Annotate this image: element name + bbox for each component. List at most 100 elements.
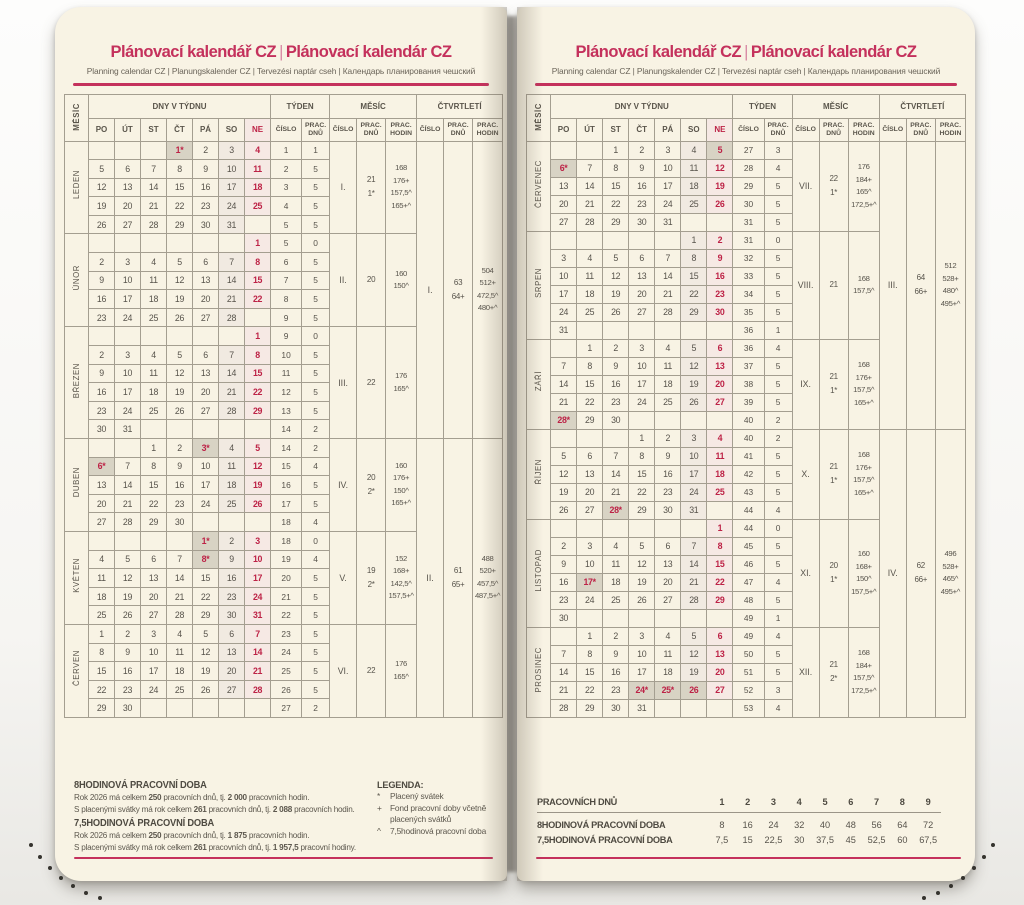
summary-value: 8 [719,819,725,830]
week-workdays-cell: 5 [301,493,331,514]
day-cell [166,326,193,347]
day-cell: 26 [88,214,115,235]
page-title-cz: Plánovací kalendář CZ [110,43,277,61]
month-number-cell: VII. [791,140,820,232]
day-cell: 7 [550,356,578,376]
day-cell: 23 [166,493,193,514]
calendar-week-row: 20 21 22 23 24 25 26 17 5 [65,493,503,514]
week-workdays-cell: 5 [301,214,331,235]
day-cell: 6 [576,446,604,466]
week-number-cell: 32 [732,248,765,268]
calendar-week-row: ČERVEN 1 2 3 4 5 6 7 23 5 VI. 22 176 165^ [64,623,503,718]
working-days-summary-table: PRACOVNÍCH DNŮ 1 2 3 4 5 6 7 8 9 8HODINOVÁ PRACOVN… [537,794,941,847]
column-header: ČÍSLO [416,117,445,142]
day-cell [576,320,604,340]
summary-value: 2 [745,796,751,807]
month-name-cell: DUBEN [64,438,89,532]
day-cell [140,530,167,551]
column-header: PRAC. DNŮ [818,117,849,142]
day-cell: 28 [576,212,604,232]
month-number-cell: VIII. [791,230,820,340]
day-cell: 28 [166,605,193,625]
bottom-divider [74,857,493,859]
day-cell: 7 [680,536,708,556]
day-cell: 25 [140,307,167,328]
day-cell: 25 [680,194,708,214]
day-cell: 2 [192,140,219,161]
day-cell: 9 [550,554,578,574]
day-cell: 8 [576,644,604,664]
calendar-week-row: 13 14 15 16 17 18 19 16 5 [65,475,503,495]
summary-row-label: 7,5HODINOVÁ PRACOVNÍ DOBA [537,834,673,845]
legend-symbol: + [377,802,382,813]
summary-value: 60 [897,834,908,845]
month-name-label: LEDEN [72,170,81,200]
day-cell: 14 [550,662,578,682]
week-workdays-cell: 5 [301,679,331,700]
week-number-cell: 12 [270,382,303,402]
day-cell: 24 [192,493,219,514]
day-cell: 16 [88,289,115,309]
weekdays-group-header: DNY V TÝDNU [550,93,734,119]
calendar-week-row: 16 17* 18 19 20 21 22 47 4 [527,572,966,592]
day-cell [680,608,708,628]
day-cell: 6 [218,623,245,644]
day-cell: 30 [706,302,734,322]
month-name-label: ŘÍJEN [534,458,544,485]
day-cell: 13 [654,554,682,574]
week-number-cell: 13 [270,400,303,421]
day-cell: 25 [218,493,245,514]
summary-value: 48 [845,819,856,830]
legend-item: + Fond pracovní doby včetně placených svá… [377,803,499,826]
day-cell: 23 [88,307,115,328]
month-name-cell: LEDEN [64,140,89,235]
month-hours-cell: 160 176+ 150^ 165+^ [385,438,418,532]
week-number-cell: 1 [270,140,303,161]
day-cell: 24 [243,586,272,607]
day-cell: 21 [550,680,578,700]
day-cell: 17 [550,284,578,304]
day-cell: 30 [192,214,219,235]
day-cell: 21 [654,284,682,304]
day-cell [114,233,141,254]
day-cell [654,230,682,250]
page-title: Plánovací kalendář CZ | Plánovací kalendár… [517,43,975,62]
summary-value: 37,5 [816,834,834,845]
day-cell [140,698,167,718]
calendar-week-row: 3 4 5 6 7 8 9 32 5 [527,248,966,268]
week-workdays-cell: 2 [301,698,331,718]
day-cell: 17 [243,568,272,588]
week-number-cell: 4 [270,196,303,216]
day-cell: 10 [628,356,656,376]
calendar-week-row: 23 24 25 26 27 28 29 13 5 [65,400,503,421]
week-number-cell: 24 [270,642,303,663]
legend-item: ^ 7,5hodinová pracovní doba [377,826,499,838]
month-hours-cell: 168 184+ 157,5^ 172,5+^ [847,626,880,718]
day-cell: 20 [654,572,682,592]
week-number-cell: 30 [732,194,765,214]
week-workdays-cell: 5 [301,345,331,365]
week-number-cell: 22 [270,605,303,625]
week-workdays-cell: 5 [763,176,793,196]
calendar-week-row: 30 31 14 2 [65,419,503,439]
calendar-week-row: 9 10 11 12 13 14 15 11 5 [65,363,503,384]
day-cell: 7 [114,456,141,477]
column-header: ČÍSLO [329,117,358,142]
work-time-text: pracovních dnů, tj. [161,792,228,802]
day-cell: 15 [243,270,272,291]
day-cell: 15 [140,475,167,495]
day-cell [192,512,219,532]
day-cell: 22 [243,382,272,402]
summary-value: 24 [768,819,779,830]
day-cell: 25 [243,196,272,216]
day-cell: 26 [706,194,734,214]
day-cell [192,698,219,718]
perforation-dot [949,884,953,888]
day-cell: 28 [114,512,141,532]
day-cell: 24 [576,590,604,610]
day-cell: 5 [166,345,193,365]
summary-value: 5 [822,796,828,807]
day-cell: 31 [628,698,656,718]
day-cell: 12 [602,266,630,286]
